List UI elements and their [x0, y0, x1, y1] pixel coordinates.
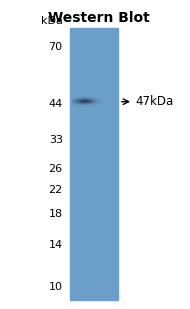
Text: Western Blot: Western Blot	[48, 11, 150, 25]
Text: 44: 44	[48, 99, 63, 109]
Text: 26: 26	[49, 164, 63, 174]
Text: 22: 22	[48, 185, 63, 195]
Bar	[70, 28, 118, 300]
Text: 10: 10	[49, 282, 63, 292]
Text: 70: 70	[49, 42, 63, 52]
Text: 33: 33	[49, 135, 63, 145]
Text: kDa: kDa	[41, 16, 63, 26]
Text: 18: 18	[49, 210, 63, 219]
Text: 14: 14	[49, 240, 63, 250]
Text: 47kDa: 47kDa	[135, 95, 173, 108]
